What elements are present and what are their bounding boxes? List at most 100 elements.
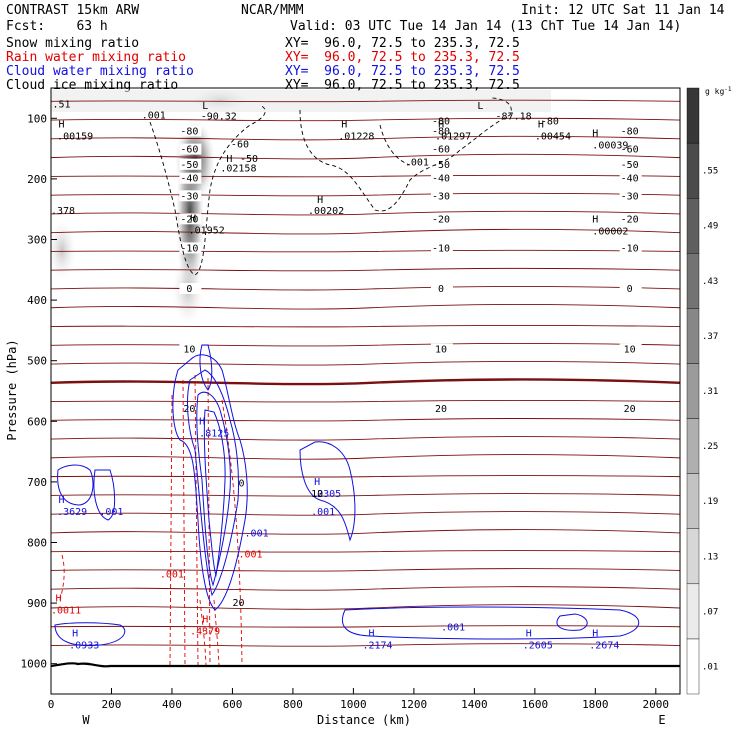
isotherm-label-8-0: 10: [183, 345, 195, 356]
labels-snow-11: .378: [51, 206, 75, 217]
isotherm-label-bg-2-1: [430, 158, 453, 170]
isotherm-line-12: [51, 324, 680, 328]
x-tick-label-7: 1400: [461, 698, 488, 711]
labels-extra-1: -80: [432, 116, 450, 127]
isotherm-label-6-0: -10: [180, 243, 198, 254]
isotherm-label-1-2: -60: [621, 145, 639, 156]
extremum-17: H: [369, 628, 375, 639]
rain-contours: [59, 374, 243, 666]
colorbar-swatch-4: [686, 418, 700, 474]
colorbar-label-8: .49: [702, 222, 718, 232]
x-end-label-east: E: [658, 713, 665, 727]
snow-contours: [149, 97, 512, 276]
isotherm-label-bg-0-0: [179, 125, 202, 137]
isotherm-label-bg-4-2: [619, 190, 642, 202]
extremum-12: H: [314, 477, 320, 488]
isotherm-line-2: [51, 135, 680, 141]
colorbar-label-6: .37: [702, 332, 718, 342]
isotherm-label-bg-5-1: [430, 213, 453, 225]
extrema-markers: H L H H H L H H H H H H H H H H H H H H: [56, 101, 599, 639]
snow-contour-west: [149, 104, 266, 276]
temperature-isotherms: -80 -80 -80-60 -60 -60-50 -50 -50-40 -40 -40-30-…: [51, 99, 680, 647]
isotherm-label-0-1: -80: [432, 126, 450, 137]
labels-rain-3: .4379: [190, 627, 220, 638]
isotherm-label-bg-3-2: [619, 172, 642, 184]
isotherm-label-2-0: -50: [180, 160, 198, 171]
cloud-contours: [54, 344, 640, 647]
y-tick-label-7: 800: [27, 537, 47, 550]
colorbar-swatch-10: [686, 87, 700, 144]
snow-contour-east: [299, 97, 512, 212]
isotherm-line-7: [51, 228, 680, 235]
rain-contour-7: [213, 599, 220, 666]
isotherm-label-2-1: -50: [432, 160, 450, 171]
isotherm-label-bg-7-2: [619, 283, 642, 295]
labels-cloud-1: .2305: [311, 489, 341, 500]
isotherm-label-bg-0-2: [619, 125, 642, 137]
isotherm-line-0: [51, 99, 680, 103]
isotherm-label-9-1: 20: [435, 404, 447, 415]
snow-shade-band: [51, 90, 551, 112]
labels-rain-1: .001: [238, 550, 262, 561]
labels-cloud-0: .8125: [199, 428, 229, 439]
x-tick-label-9: 1800: [582, 698, 609, 711]
labels-cloud-2: .001: [311, 507, 335, 518]
labels-snow-1: .001: [405, 158, 429, 169]
colorbar-label-5: .31: [702, 387, 718, 397]
isotherm-label-7-0: 0: [186, 284, 192, 295]
isotherm-line-8: [51, 249, 680, 253]
extremum-14: H: [56, 593, 62, 604]
isotherm-label-bg-4-0: [179, 190, 202, 202]
extremum-3: H: [341, 119, 347, 130]
colorbar-swatch-8: [686, 197, 700, 254]
extremum-10: H: [190, 213, 196, 224]
x-tick-label-8: 1600: [522, 698, 549, 711]
init-time: Init: 12 UTC Sat 11 Jan 14: [521, 3, 725, 18]
cloud-contour-east: [299, 441, 356, 542]
isotherm-label-bg-9-1: [430, 402, 453, 414]
isotherm-line-15: [51, 378, 680, 386]
labels-snow-9: .00202: [308, 206, 344, 217]
isotherm-line-24: [51, 550, 680, 553]
valid-time: Valid: 03 UTC Tue 14 Jan 14 (13 ChT Tue …: [290, 19, 682, 34]
field-ice-xy: XY= 96.0, 72.5 to 235.3, 72.5: [285, 78, 520, 93]
labels-extra-2: -80: [541, 116, 559, 127]
isotherm-label-4-2: -30: [621, 191, 639, 202]
isotherm-label-5-1: -20: [432, 214, 450, 225]
extremum-5: L: [477, 101, 483, 112]
snow-shade-left: [51, 220, 76, 280]
labels-extra-8: 20: [232, 598, 244, 609]
isotherm-line-3: [51, 153, 680, 160]
extremum-0: H: [59, 119, 65, 130]
isotherm-line-13: [51, 342, 680, 347]
y-tick-label-9: 1000: [21, 658, 48, 671]
extremum-6: H: [538, 119, 544, 130]
isotherm-label-bg-7-1: [430, 283, 453, 295]
cloud-contour-west-2: [93, 469, 116, 521]
x-tick-label-0: 0: [48, 698, 55, 711]
extremum-7: H: [592, 128, 598, 139]
x-axis: 0 200 400 600 800 1000 1200 1400 1600 1800 2000: [48, 688, 669, 711]
labels-snow-7: .00454: [535, 132, 571, 143]
isotherm-label-bg-2-0: [179, 158, 202, 170]
x-tick-label-10: 2000: [643, 698, 670, 711]
field-snow-name: Snow mixing ratio: [6, 36, 140, 51]
isotherm-label-9-2: 20: [624, 404, 636, 415]
labels-snow-5: .01228: [338, 132, 374, 143]
labels-snow-12: .51: [53, 99, 71, 110]
isotherm-label-bg-6-0: [179, 242, 202, 254]
isotherm-label-9-0: 20: [183, 404, 195, 415]
extremum-15: H: [202, 614, 208, 625]
isotherm-line-29: [51, 643, 680, 647]
isotherm-line-4: [51, 174, 680, 178]
labels-rain-2: .0011: [51, 605, 81, 616]
isotherm-line-14: [51, 360, 680, 366]
isotherm-label-bg-5-2: [619, 213, 642, 225]
labels-snow-8: .00039: [592, 141, 628, 152]
isotherm-line-16: [51, 399, 680, 403]
cloud-contour-se-inner: [556, 613, 588, 631]
isotherm-line-21: [51, 493, 680, 497]
rain-contour-1: [169, 394, 173, 666]
labels-extra-5: -50: [240, 154, 258, 165]
